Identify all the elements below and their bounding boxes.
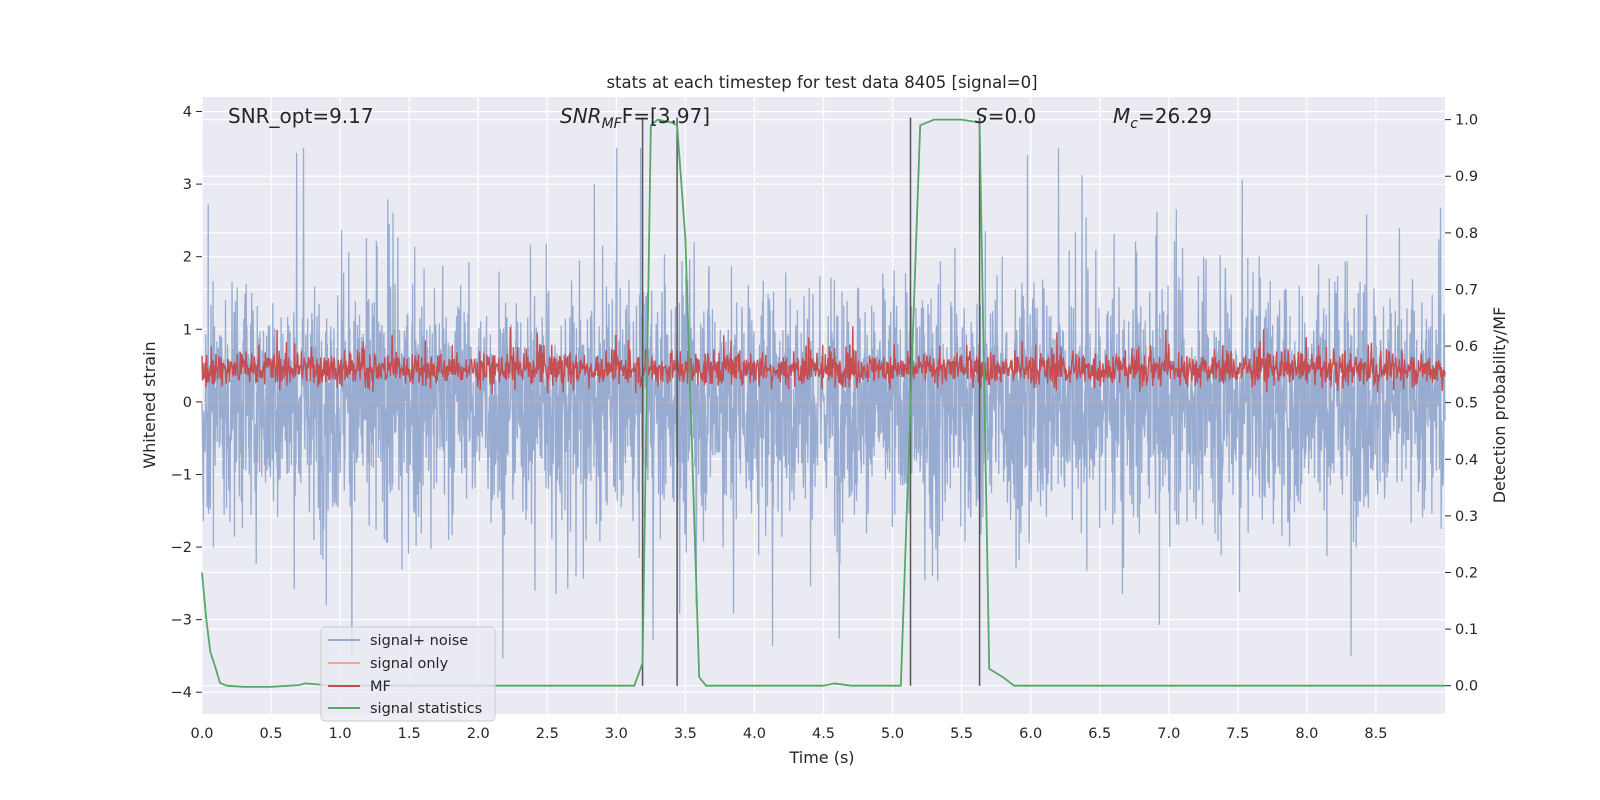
legend-label-signal-only: signal only <box>370 656 449 672</box>
x-tick-label: 1.0 <box>329 726 352 742</box>
x-tick-label: 0.5 <box>260 726 283 742</box>
x-tick-label: 2.0 <box>467 726 490 742</box>
x-tick-label: 5.5 <box>950 726 973 742</box>
y-tick-label: −1 <box>171 467 192 483</box>
y-tick-label: 4 <box>183 105 192 121</box>
x-tick-label: 6.5 <box>1088 726 1111 742</box>
y-tick-labels: −4 −3 −2 −1 0 1 2 3 4 <box>171 105 202 701</box>
x-tick-label: 7.5 <box>1226 726 1249 742</box>
y2-tick-label: 0.7 <box>1455 282 1478 298</box>
y-axis-label: Whitened strain <box>140 341 159 468</box>
x-tick-label: 6.0 <box>1019 726 1042 742</box>
x-tick-label: 7.0 <box>1157 726 1180 742</box>
legend-label-signal-noise: signal+ noise <box>370 633 468 649</box>
y2-tick-label: 0.9 <box>1455 169 1478 185</box>
snr-mf-subscript: MF <box>602 116 623 132</box>
x-axis-label: Time (s) <box>788 748 854 767</box>
snr-opt-annotation: SNR_opt=9.17 <box>228 104 374 128</box>
mc-rest: =26.29 <box>1138 104 1212 128</box>
signal-statistics-line <box>201 118 1445 688</box>
x-tick-label: 3.0 <box>605 726 628 742</box>
y-tick-label: 0 <box>183 395 192 411</box>
y2-tick-label: 0.1 <box>1455 622 1478 638</box>
y2-tick-label: 0.5 <box>1455 396 1478 412</box>
y-tick-label: 3 <box>183 177 192 193</box>
x-tick-label: 2.5 <box>536 726 559 742</box>
x-tick-label: 1.5 <box>398 726 421 742</box>
mc-annotation: Mc=26.29 <box>1113 104 1212 132</box>
s-rest: =0.0 <box>988 104 1037 128</box>
y2-tick-label: 0.8 <box>1455 226 1478 242</box>
snr-mf-rest: F=[3.97] <box>622 104 710 128</box>
legend-box <box>320 626 496 722</box>
legend-label-signal-statistics: signal statistics <box>370 701 482 717</box>
y2-tick-label: 0.0 <box>1455 679 1478 695</box>
y-tick-label: 2 <box>183 250 192 266</box>
legend-label-mf: MF <box>370 679 391 695</box>
y2-tick-labels: 0.0 0.1 0.2 0.3 0.4 0.5 0.6 0.7 0.8 0.9 1.0 <box>1445 113 1478 695</box>
y-tick-label: −3 <box>171 613 192 629</box>
snr-mf-main: SNR <box>560 104 602 128</box>
x-tick-label: 8.5 <box>1364 726 1387 742</box>
signal-noise-line <box>201 147 1446 659</box>
y2-tick-label: 0.2 <box>1455 565 1478 581</box>
x-tick-label: 0.0 <box>190 726 213 742</box>
y2-tick-label: 0.3 <box>1455 509 1478 525</box>
y-tick-label: 1 <box>183 322 192 338</box>
plot-area <box>201 117 1446 688</box>
legend: signal+ noise signal only MF signal stat… <box>320 626 496 722</box>
mc-subscript: c <box>1130 116 1138 132</box>
mc-main: M <box>1113 104 1130 128</box>
s-annotation: S=0.0 <box>975 104 1036 128</box>
x-tick-labels: 0.0 0.5 1.0 1.5 2.0 2.5 3.0 3.5 4.0 4.5 5.0 5.5 6.0 6… <box>190 726 1387 742</box>
snr-mf-annotation: SNRMFF=[3.97] <box>560 104 710 132</box>
chart-title: stats at each timestep for test data 840… <box>606 73 1037 92</box>
y2-axis-label: Detection probability/MF <box>1490 307 1509 504</box>
x-tick-label: 5.0 <box>881 726 904 742</box>
y2-tick-label: 1.0 <box>1455 113 1478 129</box>
x-tick-label: 3.5 <box>674 726 697 742</box>
x-tick-label: 4.0 <box>743 726 766 742</box>
s-main: S <box>975 104 988 128</box>
y-tick-label: −4 <box>171 685 192 701</box>
y-tick-label: −2 <box>171 540 192 556</box>
mf-line <box>201 326 1446 395</box>
y2-tick-label: 0.4 <box>1455 452 1478 468</box>
y2-tick-label: 0.6 <box>1455 339 1478 355</box>
x-tick-label: 8.0 <box>1295 726 1318 742</box>
x-tick-label: 4.5 <box>812 726 835 742</box>
